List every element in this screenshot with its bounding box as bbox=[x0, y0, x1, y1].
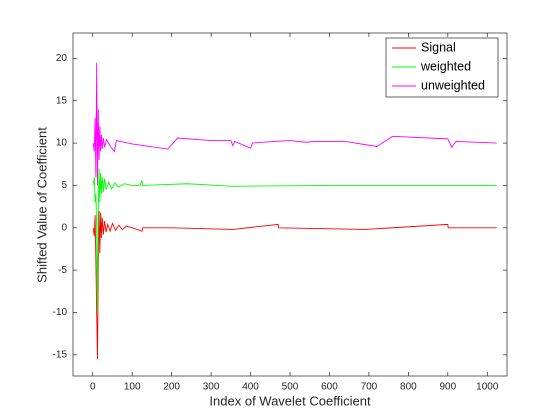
y-tick-label: -5 bbox=[58, 265, 67, 276]
y-tick-label: -15 bbox=[53, 349, 68, 360]
x-tick-label: 1000 bbox=[476, 382, 499, 393]
series-line bbox=[92, 210, 497, 360]
y-tick-label: 5 bbox=[61, 180, 67, 191]
y-tick-label: 20 bbox=[56, 53, 68, 64]
x-tick-label: 200 bbox=[163, 382, 180, 393]
x-tick-label: 400 bbox=[242, 382, 259, 393]
x-tick-label: 300 bbox=[203, 382, 220, 393]
x-tick-label: 800 bbox=[400, 382, 417, 393]
y-tick-label: 15 bbox=[56, 95, 68, 106]
y-tick-label: 10 bbox=[56, 138, 68, 149]
legend-label: unweighted bbox=[421, 78, 485, 92]
x-tick-label: 500 bbox=[282, 382, 299, 393]
x-axis-label: Index of Wavelet Coefficient bbox=[209, 393, 371, 408]
series-line bbox=[92, 62, 497, 186]
x-tick-label: 900 bbox=[439, 382, 456, 393]
x-tick-label: 700 bbox=[361, 382, 378, 393]
y-axis-label: Shifted Value of Coefficient bbox=[34, 127, 49, 283]
x-tick-label: 600 bbox=[321, 382, 338, 393]
legend-label: Signal bbox=[421, 40, 456, 54]
x-tick-label: 100 bbox=[124, 382, 141, 393]
y-tick-label: 0 bbox=[61, 222, 67, 233]
x-tick-label: 0 bbox=[90, 382, 96, 393]
series-line bbox=[92, 168, 497, 313]
legend-label: weighted bbox=[420, 59, 471, 73]
y-tick-label: -10 bbox=[53, 307, 68, 318]
